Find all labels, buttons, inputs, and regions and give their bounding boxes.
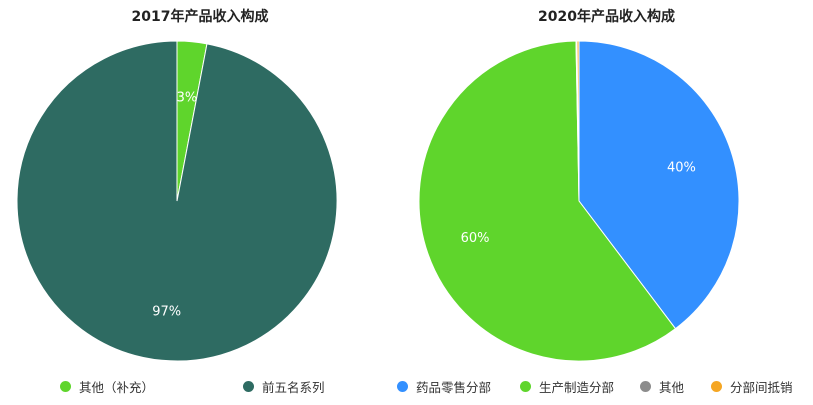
slice-data-label: 40% (667, 161, 696, 176)
pie-slice-1 (418, 40, 677, 362)
legend-label: 其他（补充） (79, 380, 155, 395)
legend-item[interactable]: 药品零售分部 (397, 377, 491, 396)
legend-label: 其他 (659, 380, 685, 395)
pie-chart-2020: 40% 60% (418, 40, 740, 362)
pie-slice-1 (16, 40, 338, 362)
legend-item[interactable]: 其他 (640, 377, 684, 396)
legend-marker-icon (640, 381, 651, 392)
legend-marker-icon (243, 381, 254, 392)
chart-title: 2020年产品收入构成 (538, 9, 675, 25)
pie-slice-0 (578, 40, 740, 330)
legend-marker-icon (711, 381, 722, 392)
legend-item[interactable]: 分部间抵销 (711, 377, 793, 396)
slice-data-label: 97% (152, 305, 181, 320)
legend-label: 药品零售分部 (416, 380, 492, 395)
legend-label: 前五名系列 (262, 380, 325, 395)
slice-data-label: 60% (461, 231, 490, 246)
legend-item[interactable]: 生产制造分部 (520, 377, 614, 396)
legend-label: 生产制造分部 (539, 380, 615, 395)
legend-item[interactable]: 前五名系列 (243, 377, 325, 396)
chart-2020-panel: 2020年产品收入构成 40% 60% 药品零售分部 生产制造分部 其他 分部间抵销 (397, 0, 813, 405)
slice-data-label: 3% (177, 90, 198, 105)
chart-2017-panel: 2017年产品收入构成 3% 97% 其他（补充） 前五名系列 (0, 0, 400, 405)
legend-label: 分部间抵销 (730, 380, 793, 395)
legend-marker-icon (60, 381, 71, 392)
legend: 药品零售分部 生产制造分部 其他 分部间抵销 (397, 377, 813, 396)
chart-title: 2017年产品收入构成 (131, 9, 269, 25)
legend-item[interactable]: 其他（补充） (60, 377, 154, 396)
pie-chart-2017: 3% 97% (16, 40, 338, 362)
legend: 其他（补充） 前五名系列 (0, 377, 400, 395)
legend-marker-icon (520, 381, 531, 392)
pie-slice-3 (576, 40, 580, 202)
legend-marker-icon (397, 381, 408, 392)
